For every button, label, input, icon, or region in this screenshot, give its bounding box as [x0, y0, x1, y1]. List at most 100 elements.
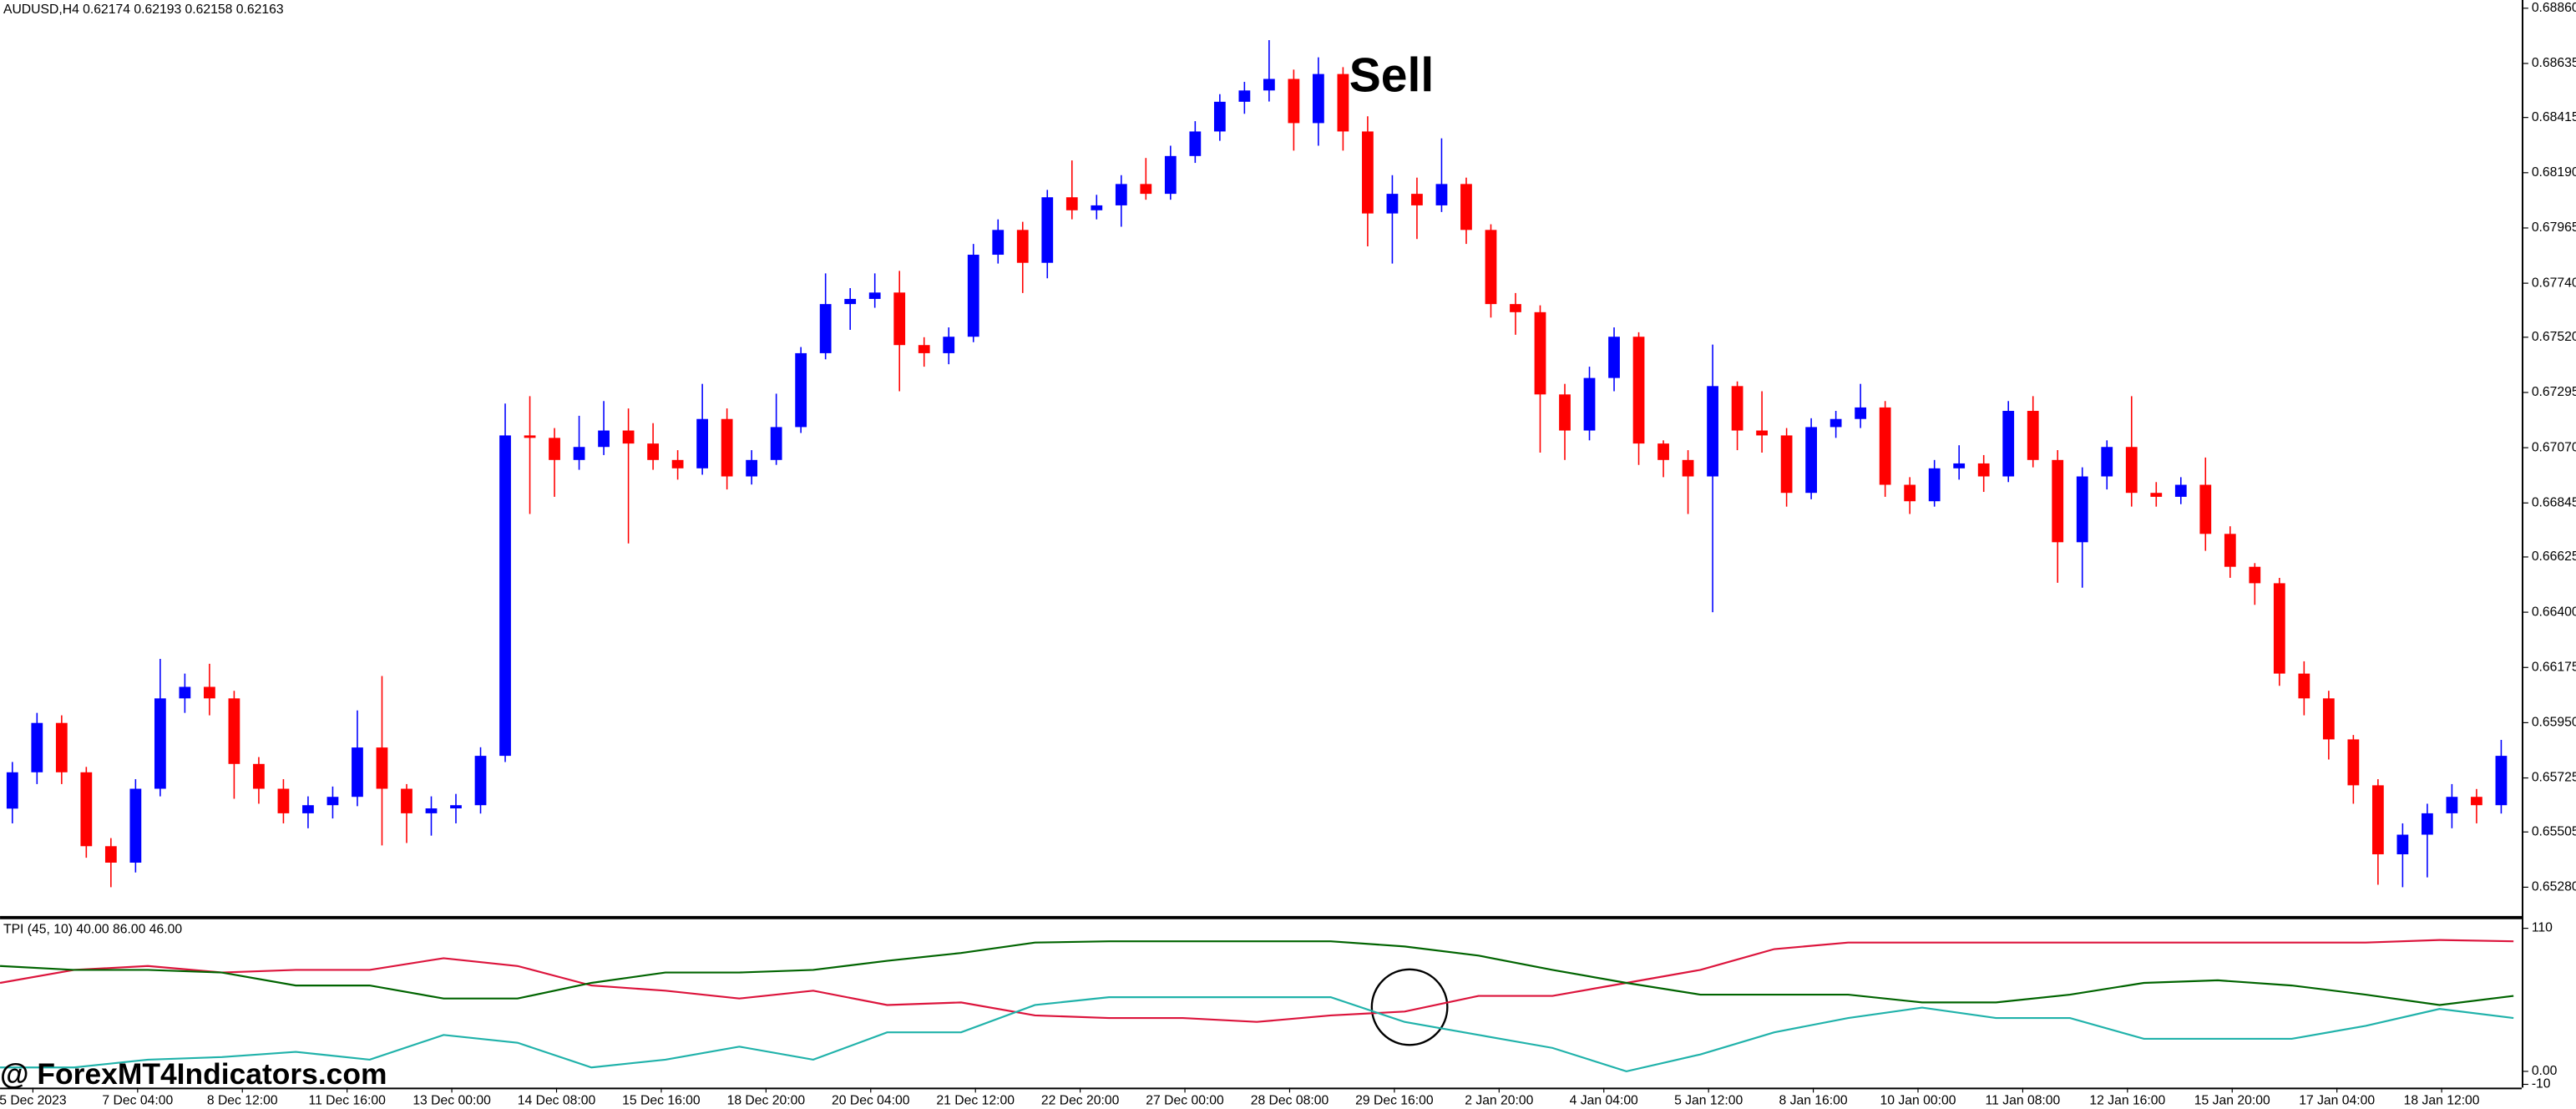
candle-body: [2174, 484, 2187, 497]
candle-body: [154, 698, 166, 789]
candle-body: [1238, 90, 1251, 102]
x-tick-label: 8 Jan 16:00: [1779, 1093, 1848, 1107]
x-tick-label: 2 Jan 20:00: [1465, 1093, 1533, 1107]
chart-title: AUDUSD,H4 0.62174 0.62193 0.62158 0.6216…: [3, 3, 284, 17]
x-tick-label: 12 Jan 16:00: [2089, 1093, 2165, 1107]
candle-body: [721, 418, 733, 477]
candle-body: [1485, 230, 1497, 305]
candle-body: [598, 430, 610, 448]
candle-body: [671, 459, 684, 468]
y-tick-label: 0.66400: [2532, 605, 2576, 619]
candle-body: [1928, 468, 1941, 502]
candle-body: [1608, 337, 1620, 378]
y-tick-label: 0.65280: [2532, 880, 2576, 894]
x-tick-label: 21 Dec 12:00: [936, 1093, 1015, 1107]
candle-body: [2199, 484, 2212, 534]
candle-body: [1263, 78, 1275, 91]
x-tick-label: 28 Dec 08:00: [1251, 1093, 1329, 1107]
candle-body: [1362, 131, 1374, 214]
candle-body: [179, 686, 191, 699]
candle-body: [2422, 813, 2433, 835]
candle-body: [2224, 534, 2236, 567]
y-tick-label: 0.67295: [2532, 385, 2576, 399]
candle-body: [1016, 230, 1029, 263]
candle-body: [1780, 435, 1793, 494]
x-tick-label: 18 Jan 12:00: [2404, 1093, 2480, 1107]
candle-body: [622, 430, 635, 444]
candle-body: [1632, 337, 1645, 444]
candle-body: [499, 435, 511, 757]
candle-body: [1707, 386, 1718, 477]
x-tick-label: 14 Dec 08:00: [518, 1093, 596, 1107]
y-tick-label: 0.66625: [2532, 549, 2576, 564]
candle-body: [6, 772, 18, 809]
y-tick-label: 0.67070: [2532, 440, 2576, 454]
x-tick-label: 17 Jan 04:00: [2299, 1093, 2375, 1107]
candle-body: [696, 418, 709, 468]
candle-body: [2125, 447, 2138, 494]
x-tick-label: 11 Dec 16:00: [308, 1093, 386, 1107]
candle-body: [401, 788, 412, 813]
x-tick-label: 20 Dec 04:00: [832, 1093, 910, 1107]
x-tick-label: 8 Dec 12:00: [207, 1093, 278, 1107]
x-tick-label: 27 Dec 00:00: [1146, 1093, 1224, 1107]
candle-body: [549, 438, 560, 460]
x-tick-label: 5 Jan 12:00: [1674, 1093, 1743, 1107]
candle-body: [2249, 566, 2261, 584]
sell-annotation: Sell: [1349, 49, 1434, 103]
candle-body: [1189, 131, 1202, 156]
candle-body: [1435, 184, 1448, 205]
candle-body: [1756, 430, 1768, 436]
x-tick-label: 10 Jan 00:00: [1880, 1093, 1956, 1107]
candle-body: [1041, 197, 1054, 263]
y-tick-label: -10: [2532, 1077, 2551, 1091]
candle-body: [1879, 407, 1891, 485]
candle-body: [1411, 194, 1423, 205]
candle-body: [2322, 698, 2335, 740]
candle-body: [2471, 797, 2482, 806]
candle-body: [819, 304, 832, 353]
candle-body: [1977, 463, 1990, 477]
y-tick-label: 0.68635: [2532, 56, 2576, 70]
candle-body: [2076, 476, 2088, 543]
y-tick-label: 0.00: [2532, 1064, 2558, 1078]
y-tick-label: 0.67740: [2532, 276, 2576, 290]
candle-body: [1805, 427, 1818, 494]
candle-body: [1213, 101, 1226, 132]
x-tick-label: 7 Dec 04:00: [102, 1093, 173, 1107]
candle-body: [425, 808, 438, 813]
candle-body: [2273, 583, 2285, 674]
candle-body: [992, 230, 1005, 256]
candle-body: [376, 747, 388, 789]
candle-body: [795, 352, 807, 428]
candle-body: [2150, 493, 2163, 497]
candle-body: [1288, 78, 1300, 124]
x-tick-label: 11 Jan 08:00: [1986, 1093, 2061, 1107]
y-tick-label: 0.66175: [2532, 660, 2576, 674]
candle-body: [1510, 304, 1521, 312]
candle-body: [326, 797, 339, 806]
candle-body: [1583, 377, 1596, 431]
candle-body: [2396, 834, 2409, 855]
indicator-title: TPI (45, 10) 40.00 86.00 46.00: [3, 923, 182, 937]
candle-body: [474, 756, 487, 806]
candle-body: [573, 447, 585, 460]
x-tick-label: 13 Dec 00:00: [412, 1093, 491, 1107]
candle-body: [2027, 411, 2039, 460]
y-tick-label: 0.67965: [2532, 220, 2576, 235]
y-tick-label: 0.65725: [2532, 771, 2576, 785]
candle-body: [1115, 184, 1127, 205]
y-tick-label: 0.68415: [2532, 110, 2576, 124]
candle-body: [277, 788, 290, 813]
y-tick-label: 0.68190: [2532, 165, 2576, 180]
x-tick-label: 15 Dec 16:00: [622, 1093, 701, 1107]
y-tick-label: 0.65505: [2532, 824, 2576, 838]
candle-body: [31, 722, 43, 772]
candle-body: [524, 435, 536, 438]
candle-body: [943, 337, 955, 353]
candle-body: [1830, 418, 1842, 428]
candle-body: [352, 747, 363, 798]
